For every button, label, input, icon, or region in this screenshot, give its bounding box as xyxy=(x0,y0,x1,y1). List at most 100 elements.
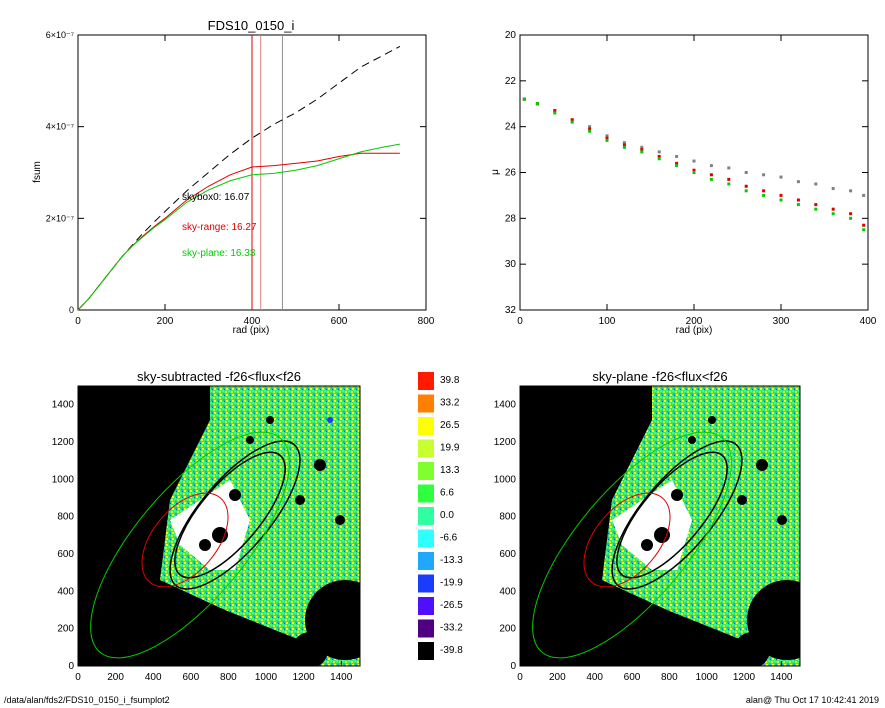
x-axis-label: rad (pix) xyxy=(233,325,270,336)
y-tick-label: 1400 xyxy=(494,400,517,411)
colorbar-label: -39.8 xyxy=(440,645,463,656)
data-point xyxy=(588,129,592,133)
x-tick-label: 0 xyxy=(75,672,81,683)
colorbar-swatch xyxy=(418,484,434,503)
colorbar-label: 0.0 xyxy=(440,510,454,521)
data-point xyxy=(831,187,835,191)
y-tick-label: 26 xyxy=(505,168,517,179)
colorbar-swatch xyxy=(418,507,434,525)
x-tick-label: 400 xyxy=(145,672,162,683)
x-tick-label: 300 xyxy=(773,316,790,327)
data-point xyxy=(796,180,800,184)
data-point xyxy=(727,166,731,170)
data-point xyxy=(553,111,557,115)
data-point xyxy=(570,120,574,124)
data-point xyxy=(588,125,592,129)
fsum-plot: FDS10_0150_i rad (pix) fsum 0 200 400 600 80… xyxy=(32,18,435,336)
x-tick-label: 1400 xyxy=(330,672,353,683)
y-axis-label: μ xyxy=(490,169,501,175)
colorbar-label: 19.9 xyxy=(440,443,460,454)
y-tick-label: 28 xyxy=(505,213,517,224)
data-point xyxy=(605,136,609,140)
data-point xyxy=(762,193,766,197)
data-point xyxy=(657,157,661,161)
data-point xyxy=(675,154,679,158)
x-tick-label: 800 xyxy=(661,672,678,683)
data-point xyxy=(779,175,783,179)
x-tick-label: 200 xyxy=(686,316,703,327)
y-tick-label: 200 xyxy=(57,624,74,635)
chart-title: FDS10_0150_i xyxy=(208,18,295,33)
data-point xyxy=(588,127,592,131)
data-point xyxy=(640,145,644,149)
axis-ticks: 0 200 400 600 800 1000 1200 1400 0 200 400 600 800 10… xyxy=(494,400,793,683)
data-point xyxy=(692,168,696,172)
colorbar-swatch xyxy=(418,529,434,548)
data-point xyxy=(744,184,748,188)
data-point xyxy=(675,161,679,165)
data-point xyxy=(849,212,853,216)
sky-plane-image: sky-plane -f26<flux<f26 0 200 400 600 800 100… xyxy=(494,369,801,683)
series-lines xyxy=(77,46,401,311)
data-point xyxy=(831,207,835,211)
colorbar-swatch xyxy=(418,372,434,390)
x-tick-label: 0 xyxy=(75,316,81,327)
y-tick-label: 400 xyxy=(57,586,74,597)
data-point xyxy=(535,102,539,106)
data-point xyxy=(814,203,818,207)
data-point xyxy=(657,154,661,158)
x-tick-label: 600 xyxy=(624,672,641,683)
data-point xyxy=(814,182,818,186)
x-tick-label: 200 xyxy=(107,672,124,683)
y-tick-label: 1000 xyxy=(52,474,75,485)
data-point xyxy=(779,193,783,197)
surface-brightness-plot: rad (pix) μ 0 100 200 300 400 20 22 24 26 28 30 32 xyxy=(490,30,877,336)
data-point xyxy=(762,189,766,193)
colorbar-swatch xyxy=(418,574,434,593)
y-tick-label: 1200 xyxy=(494,437,517,448)
data-point xyxy=(622,143,626,147)
y-tick-label: 1400 xyxy=(52,400,75,411)
y-tick-label: 4×10⁻⁷ xyxy=(46,122,74,132)
x-tick-label: 1400 xyxy=(770,672,793,683)
y-tick-label: 1200 xyxy=(52,437,75,448)
data-point xyxy=(727,177,731,181)
data-point xyxy=(796,198,800,202)
axis-ticks: 0 200 400 600 800 1000 1200 1400 0 200 400 600 800 10… xyxy=(52,400,353,683)
data-point xyxy=(622,141,626,145)
data-point xyxy=(657,150,661,154)
data-point xyxy=(744,189,748,193)
y-tick-label: 20 xyxy=(505,30,517,41)
colorbar-swatch xyxy=(418,642,434,660)
y-tick-label: 1000 xyxy=(494,474,517,485)
colorbar-label: 39.8 xyxy=(440,375,460,386)
data-point xyxy=(640,148,644,152)
colorbar-swatch xyxy=(418,552,434,570)
y-tick-label: 2×10⁻⁷ xyxy=(46,213,74,223)
data-point xyxy=(862,223,866,227)
y-tick-label: 0 xyxy=(510,661,516,672)
x-tick-label: 1000 xyxy=(255,672,278,683)
colorbar-label: -19.9 xyxy=(440,578,463,589)
data-point xyxy=(692,159,696,163)
y-tick-label: 32 xyxy=(505,305,517,316)
colorbar-label: -6.6 xyxy=(440,533,458,544)
sky-subtracted-image: sky-subtracted -f26<flux<f26 0 200 400 600 8… xyxy=(52,369,361,683)
data-point xyxy=(727,182,731,186)
colorbar-swatch xyxy=(418,439,434,458)
data-point xyxy=(709,164,713,168)
data-point xyxy=(762,173,766,177)
colorbar-swatch xyxy=(418,417,434,435)
y-tick-label: 600 xyxy=(499,549,516,560)
data-point xyxy=(692,171,696,174)
x-tick-label: 600 xyxy=(182,672,199,683)
y-axis-label: fsum xyxy=(32,161,43,183)
y-tick-label: 6×10⁻⁷ xyxy=(46,30,74,40)
data-point xyxy=(862,193,866,197)
x-tick-label: 200 xyxy=(549,672,566,683)
x-tick-label: 400 xyxy=(586,672,603,683)
y-tick-label: 400 xyxy=(499,586,516,597)
colorbar-label: 26.5 xyxy=(440,420,460,431)
x-tick-label: 100 xyxy=(599,316,616,327)
annotation-sky-plane: sky-plane: 16.33 xyxy=(182,248,256,259)
